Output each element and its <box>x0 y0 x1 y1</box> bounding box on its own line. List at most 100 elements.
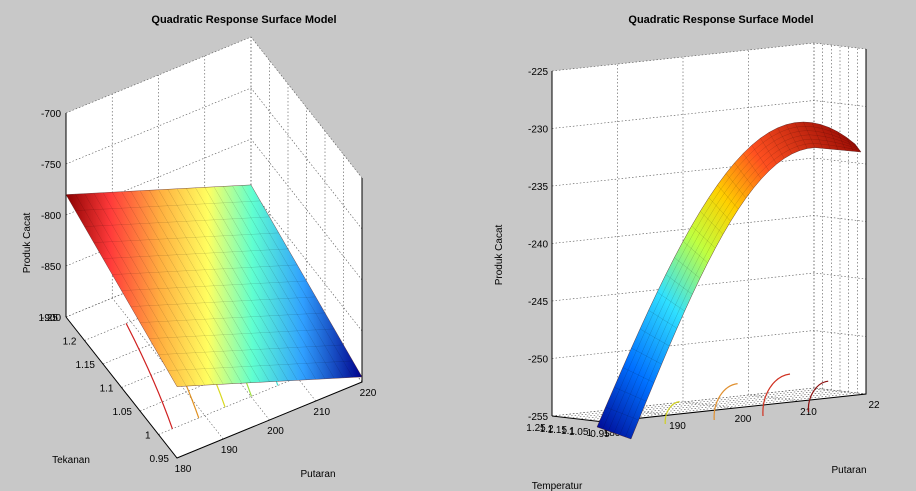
left-surface-mesh <box>139 312 326 323</box>
right-surface-mesh <box>785 124 800 151</box>
right-ytick-label: 1.2 <box>540 424 554 435</box>
right-surface-mesh <box>631 347 662 365</box>
right-surface-mesh <box>700 211 724 235</box>
right-ztick-label: -245 <box>528 297 548 308</box>
left-surface-mesh <box>75 200 261 211</box>
left-xtick-label: 180 <box>175 464 192 475</box>
left-wall-grid-z <box>65 36 363 179</box>
right-surface-mesh <box>837 131 846 151</box>
right-surface-mesh <box>622 367 655 383</box>
right-surface-mesh <box>602 126 857 430</box>
right-surface-mesh <box>760 138 777 165</box>
right-ztick-label: -230 <box>528 125 548 136</box>
left-surface <box>65 184 363 387</box>
left-axis-frame <box>65 178 363 459</box>
left-xlabel: Putaran <box>300 469 335 480</box>
right-surface-mesh <box>846 137 854 152</box>
left-ytick-label: 1.2 <box>63 337 77 348</box>
right-ztick-label: -235 <box>528 182 548 193</box>
right-xlabel: Putaran <box>831 465 866 476</box>
right-wall-grid-z <box>551 215 867 244</box>
right-zlabel: Produk Cacat <box>494 224 505 285</box>
left-surface-mesh <box>93 232 279 243</box>
right-surface-mesh <box>820 124 831 150</box>
right-surface-mesh <box>691 225 716 249</box>
left-surface-mesh <box>167 189 279 382</box>
right-ytick-label: 0.95 <box>590 429 610 440</box>
right-xtick-label: 200 <box>735 414 752 425</box>
left-surface-mesh <box>112 264 298 275</box>
left-ytick-label: 1.25 <box>39 313 59 324</box>
right-surface-mesh <box>674 257 701 279</box>
right-ztick-label: -255 <box>528 412 548 423</box>
left-surface-mesh <box>121 191 233 384</box>
left-ytick-label: 1.1 <box>100 384 114 395</box>
left-ztick-label: -700 <box>41 109 61 120</box>
right-surface-mesh <box>605 406 639 421</box>
right-surface-mesh <box>828 127 839 150</box>
right-surface-mesh <box>608 130 858 432</box>
left-xtick-label: 200 <box>267 426 284 437</box>
right-contour-arc <box>807 380 829 413</box>
left-surface-mesh <box>204 187 316 380</box>
left-surface-mesh <box>139 190 252 383</box>
left-ytick-label: 0.95 <box>150 454 170 465</box>
right-surface-mesh <box>717 184 739 210</box>
right-wall-grid-z <box>551 272 867 302</box>
left-surface-mesh <box>102 248 289 259</box>
right-surface-mesh <box>619 138 860 436</box>
left-surface-mesh <box>84 216 270 227</box>
right-surface-mesh <box>734 162 754 189</box>
left-surface-mesh <box>149 190 261 383</box>
right-surface-mesh <box>768 132 785 159</box>
right-ytick-label: 1.25 <box>526 423 546 434</box>
left-ztick-label: -850 <box>41 262 61 273</box>
left-surface-mesh <box>167 360 353 371</box>
right-ytick-label: 1 <box>587 428 593 439</box>
left-xtick-label: 210 <box>313 407 330 418</box>
right-contour-arc <box>664 401 680 425</box>
left-surface-mesh <box>130 191 242 384</box>
left-ytick-label: 1.05 <box>113 407 133 418</box>
left-surface-mesh <box>112 192 224 385</box>
right-surface-mesh <box>648 310 678 329</box>
right-surface-mesh <box>625 143 861 438</box>
right-ytick-label: 1.05 <box>569 427 589 438</box>
right-wall-grid-z <box>551 100 867 129</box>
right-surface-mesh <box>803 121 816 148</box>
left-ylabel: Tekanan <box>52 455 90 466</box>
left-xtick-label: 220 <box>360 388 377 399</box>
right-contour-arc <box>762 373 791 417</box>
right-surface-mesh <box>639 328 670 347</box>
right-wall-grid-z <box>551 157 867 187</box>
left-surface-mesh <box>176 188 289 381</box>
right-ytick-label: 1.1 <box>561 426 575 437</box>
right-ztick-label: -250 <box>528 355 548 366</box>
left-surface-mesh <box>195 187 307 380</box>
right-xtick-label: 22 <box>868 400 880 411</box>
left-wall-grid-z <box>65 87 363 230</box>
left-surface-mesh <box>213 186 326 379</box>
left-title: Quadratic Response Surface Model <box>151 14 336 26</box>
right-surface-mesh <box>811 122 823 149</box>
right-plot-area: -255 -250 -245 -240 -235 -230 -225 180 190 200 210… <box>526 42 880 440</box>
right-surface-mesh <box>794 122 808 149</box>
right-surface-mesh <box>665 274 693 295</box>
right-ztick-label: -225 <box>528 67 548 78</box>
left-surface-mesh <box>130 296 316 307</box>
left-ytick-label: 1 <box>145 431 151 442</box>
left-surface-mesh <box>241 185 353 378</box>
right-xtick-label: 210 <box>800 407 817 418</box>
left-ztick-label: -900 <box>41 313 61 324</box>
left-surface-mesh <box>121 280 307 291</box>
left-surface-mesh <box>84 193 196 386</box>
left-surface-mesh <box>186 188 298 381</box>
left-zlabel: Produk Cacat <box>22 212 33 273</box>
left-wall-grid-z <box>65 138 363 281</box>
right-surface-mesh <box>777 127 793 154</box>
left-xtick-label: 190 <box>221 445 238 456</box>
left-plot-area: -900 -850 -800 -750 -700 180 190 200 210 220 0.95 1… <box>39 36 377 475</box>
right-surface-mesh <box>708 197 731 222</box>
right-surface-mesh <box>742 153 762 180</box>
